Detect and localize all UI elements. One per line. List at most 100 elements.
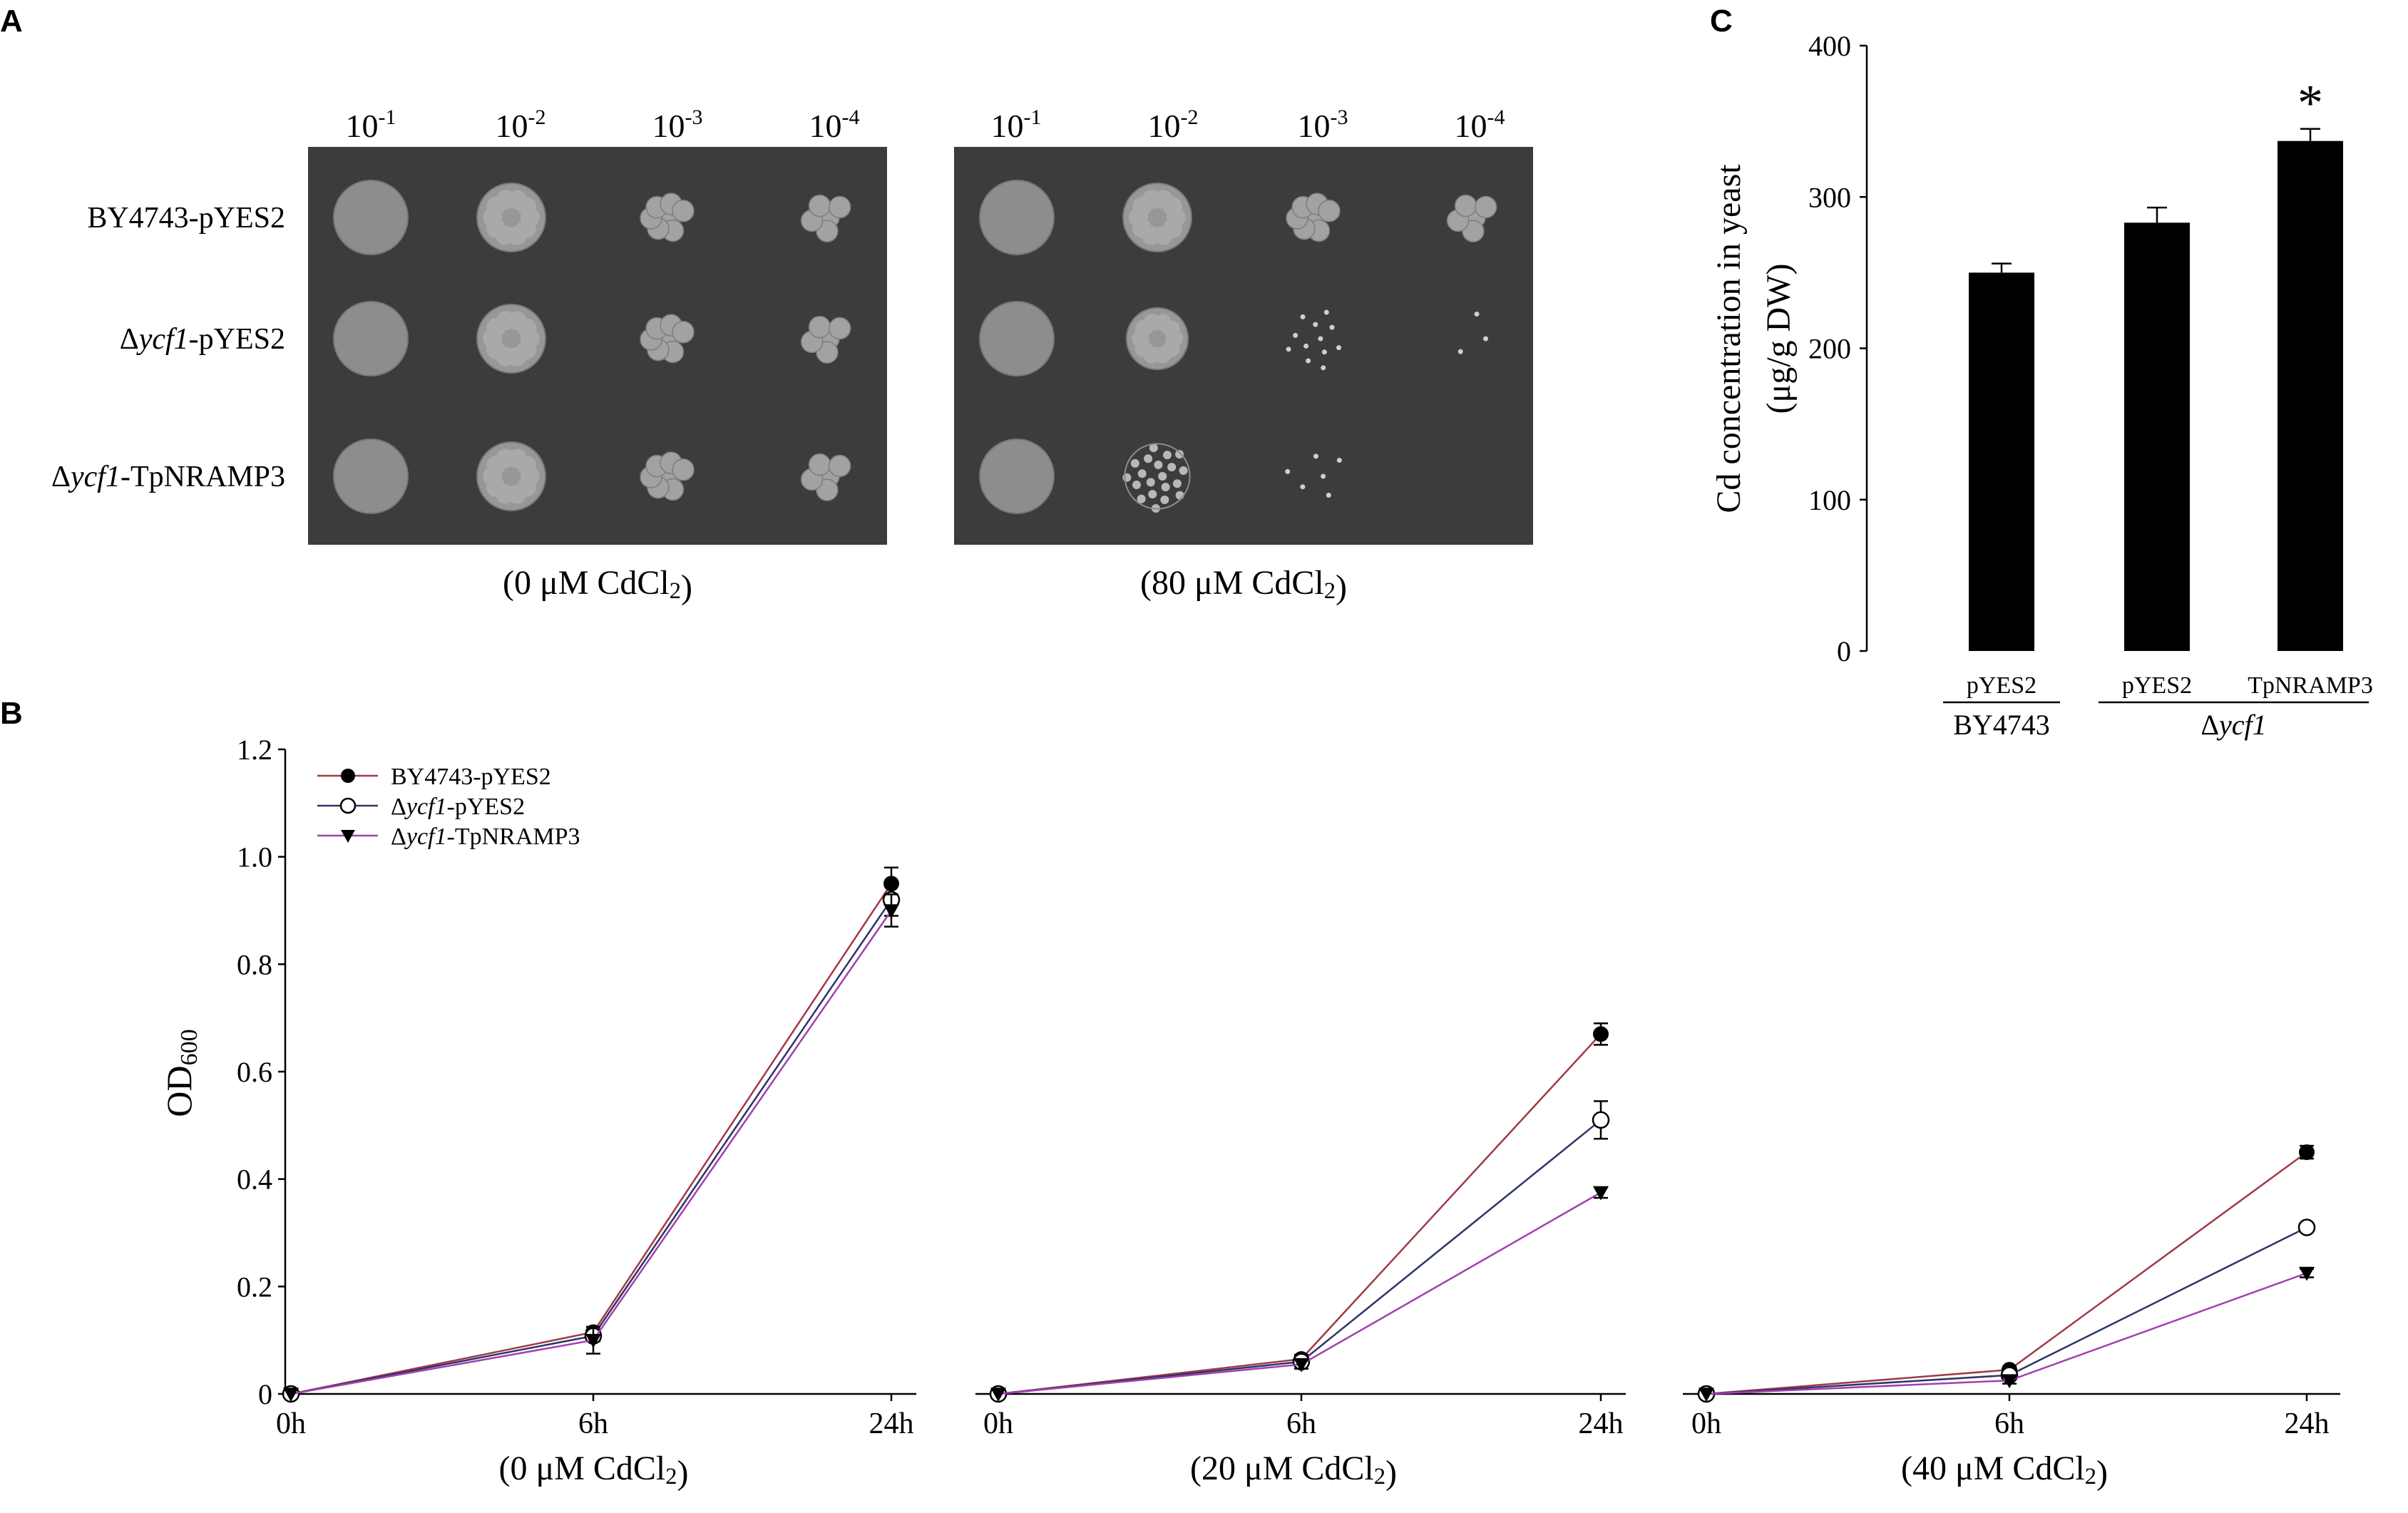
- x-tick-label: 24h: [2285, 1407, 2330, 1440]
- colony-speck: [1144, 454, 1153, 463]
- colony-texture: [517, 318, 537, 338]
- x-tick-label: 0h: [276, 1407, 306, 1440]
- colony: [1318, 200, 1341, 222]
- colony-spot: [333, 180, 409, 255]
- colony-speck: [1457, 349, 1463, 354]
- marker-filled-circle: [1593, 1026, 1609, 1042]
- marker-filled-triangle: [883, 904, 899, 918]
- marker-filled-triangle: [1699, 1388, 1714, 1402]
- x-tick-label: 6h: [1286, 1407, 1316, 1440]
- dilution-label: 10-1: [991, 106, 1042, 144]
- colony-speck: [1303, 343, 1309, 349]
- panel-label-b: B: [0, 696, 23, 731]
- colony: [672, 321, 695, 344]
- dilution-label: 10-3: [652, 106, 703, 144]
- dilution-label: 10-3: [1298, 106, 1348, 144]
- y-tick-label: 0: [1837, 635, 1851, 667]
- y-tick-label: 1.2: [237, 734, 272, 766]
- series-line: [290, 910, 893, 1395]
- growth-chart: 0h 6h 24h (0 μM CdCl2) 0 0.2 0.4 0.6 0.8 1.0 1.2 OD…: [159, 734, 916, 1492]
- bar: [2124, 222, 2190, 651]
- marker-filled-circle: [341, 769, 355, 783]
- colony-speck: [1323, 309, 1329, 315]
- x-axis-label: (40 μM CdCl2): [1901, 1450, 2108, 1492]
- y-axis-label-unit: (μg/g DW): [1760, 263, 1798, 414]
- agar-plate: [954, 147, 1533, 545]
- group-label: Δycf1: [2200, 709, 2266, 741]
- colony-speck: [1146, 478, 1155, 487]
- colony-speck: [1321, 349, 1327, 355]
- x-tick-label: 6h: [1994, 1407, 2024, 1440]
- colony-speck: [1130, 458, 1139, 468]
- colony-speck: [1160, 495, 1169, 504]
- colony-speck: [1313, 322, 1318, 327]
- marker-filled-triangle: [341, 830, 355, 843]
- colony-speck: [1306, 358, 1311, 364]
- legend-label: Δycf1-TpNRAMP3: [391, 824, 580, 850]
- agar-plate: [308, 147, 887, 545]
- marker-filled-triangle: [1593, 1186, 1609, 1201]
- y-tick-label: 100: [1808, 484, 1851, 516]
- marker-open-circle: [339, 797, 357, 814]
- y-axis-label: OD600: [159, 1029, 203, 1117]
- colony-speck: [1286, 347, 1291, 352]
- colony-speck: [1154, 460, 1163, 469]
- colony-texture: [517, 456, 537, 476]
- colony-speck: [1321, 365, 1326, 371]
- colony: [672, 458, 695, 481]
- group-label: BY4743: [1953, 709, 2050, 741]
- marker-filled-triangle: [283, 1388, 299, 1402]
- panel-c-bar-chart: 0 100 200 300 400 Cd concentration in yeast (μ…: [1710, 30, 2373, 741]
- colony: [1454, 194, 1477, 217]
- y-axis-label: Cd concentration in yeast: [1710, 164, 1748, 513]
- colony-speck: [1318, 336, 1323, 342]
- strain-label: Δycf1-TpNRAMP3: [51, 461, 285, 493]
- series-line: [290, 883, 893, 1395]
- growth-chart: 0h 6h 24h (40 μM CdCl2): [1683, 1144, 2340, 1492]
- x-axis-label: (0 μM CdCl2): [498, 1450, 688, 1492]
- colony-spot: [979, 180, 1055, 255]
- colony-speck: [1137, 494, 1146, 503]
- colony: [808, 194, 831, 217]
- colony: [828, 195, 851, 219]
- x-tick-label: 24h: [1579, 1407, 1624, 1440]
- dilution-label: 10-4: [809, 106, 860, 144]
- panel-a-spot-assay: BY4743-pYES2 Δycf1-pYES2 Δycf1-TpNRAMP3 10-…: [51, 106, 1533, 606]
- marker-filled-triangle: [1293, 1358, 1309, 1373]
- legend-label: BY4743-pYES2: [391, 764, 551, 790]
- marker-filled-triangle: [2002, 1374, 2017, 1389]
- x-axis-label: (20 μM CdCl2): [1190, 1450, 1397, 1492]
- plate-condition-label: (0 μM CdCl2): [503, 564, 692, 606]
- colony-speck: [1474, 311, 1480, 317]
- dilution-label: 10-2: [496, 106, 546, 144]
- panel-label-c: C: [1710, 4, 1733, 39]
- colony: [828, 454, 851, 478]
- legend: BY4743-pYES2 Δycf1-pYES2 Δycf1-TpNRAMP3: [317, 764, 580, 850]
- colony: [828, 317, 851, 340]
- marker-open-circle: [1592, 1111, 1610, 1129]
- dilution-label: 10-2: [1148, 106, 1199, 144]
- colony-speck: [1137, 469, 1147, 478]
- colony-speck: [1148, 490, 1157, 499]
- strain-label: BY4743-pYES2: [87, 202, 285, 235]
- marker-filled-triangle: [2299, 1266, 2315, 1281]
- colony-speck: [1163, 451, 1172, 460]
- growth-chart: 0h 6h 24h (20 μM CdCl2): [975, 1022, 1626, 1492]
- marker-open-circle: [2297, 1219, 2316, 1236]
- colony-speck: [1321, 473, 1326, 479]
- marker-filled-circle: [2299, 1144, 2315, 1160]
- colony-speck: [1132, 480, 1141, 489]
- dilution-label: 10-1: [346, 106, 396, 144]
- colony-speck: [1336, 458, 1342, 463]
- colony-speck: [1293, 332, 1298, 338]
- significance-marker: *: [2297, 75, 2323, 132]
- bar: [2278, 140, 2343, 651]
- y-tick-label: 0.6: [237, 1056, 272, 1088]
- x-tick-label: 6h: [578, 1407, 608, 1440]
- colony-spot: [979, 438, 1055, 514]
- plate-condition-label: (80 μM CdCl2): [1140, 564, 1347, 606]
- colony-speck: [1161, 483, 1170, 492]
- colony: [672, 200, 695, 222]
- dilution-label: 10-4: [1455, 106, 1505, 144]
- panel-label-a: A: [0, 4, 23, 39]
